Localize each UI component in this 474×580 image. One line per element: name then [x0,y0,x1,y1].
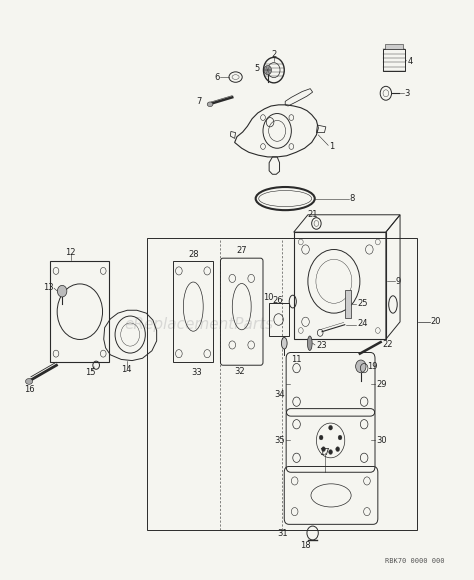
Bar [50,261,109,362]
Text: 25: 25 [357,299,368,309]
Text: 19: 19 [367,362,378,371]
Text: 23: 23 [317,341,327,350]
Circle shape [264,66,272,75]
Text: 26: 26 [272,296,283,305]
Text: 18: 18 [300,541,311,550]
Text: 14: 14 [121,365,131,374]
Text: 12: 12 [65,248,76,257]
Text: 6: 6 [214,72,219,82]
Text: 28: 28 [188,249,199,259]
Text: 22: 22 [383,340,393,350]
Text: 21: 21 [307,211,318,219]
Text: 34: 34 [274,390,285,398]
Bar [269,303,289,336]
Text: 13: 13 [43,282,54,292]
Circle shape [57,285,67,297]
Text: 5: 5 [255,64,260,74]
Ellipse shape [282,338,287,349]
Circle shape [319,435,323,440]
Bar [147,238,417,530]
Text: 7: 7 [196,97,201,107]
Bar [173,261,213,362]
Text: 10: 10 [264,293,274,302]
Circle shape [328,425,332,430]
Text: RBK70 0000 000: RBK70 0000 000 [385,558,445,564]
Text: 2: 2 [271,50,276,59]
Text: 3: 3 [405,89,410,98]
Text: 27: 27 [237,246,247,255]
Circle shape [328,450,332,454]
Bar [294,232,386,339]
Text: 29: 29 [376,380,387,389]
Text: 32: 32 [234,367,245,375]
Text: 24: 24 [357,319,368,328]
Text: 31: 31 [277,528,288,538]
Bar [385,44,403,49]
Bar [383,49,405,71]
Text: 16: 16 [24,385,34,394]
Text: 30: 30 [376,436,387,445]
Text: 4: 4 [408,57,413,66]
Ellipse shape [308,336,312,350]
Text: 1: 1 [329,142,335,151]
Text: 15: 15 [85,368,96,376]
Circle shape [338,435,342,440]
Text: 35: 35 [274,436,285,445]
Text: eReplacementParts: eReplacementParts [125,317,274,332]
Circle shape [356,360,366,373]
Text: 17: 17 [319,448,330,456]
Text: 11: 11 [292,355,302,364]
Text: 20: 20 [431,317,441,327]
Ellipse shape [207,102,213,107]
Circle shape [321,447,325,451]
Ellipse shape [26,379,33,385]
Text: 33: 33 [191,368,202,376]
Bar [345,290,351,318]
Text: 9: 9 [396,277,401,286]
Circle shape [336,447,339,451]
Text: 8: 8 [349,194,355,203]
